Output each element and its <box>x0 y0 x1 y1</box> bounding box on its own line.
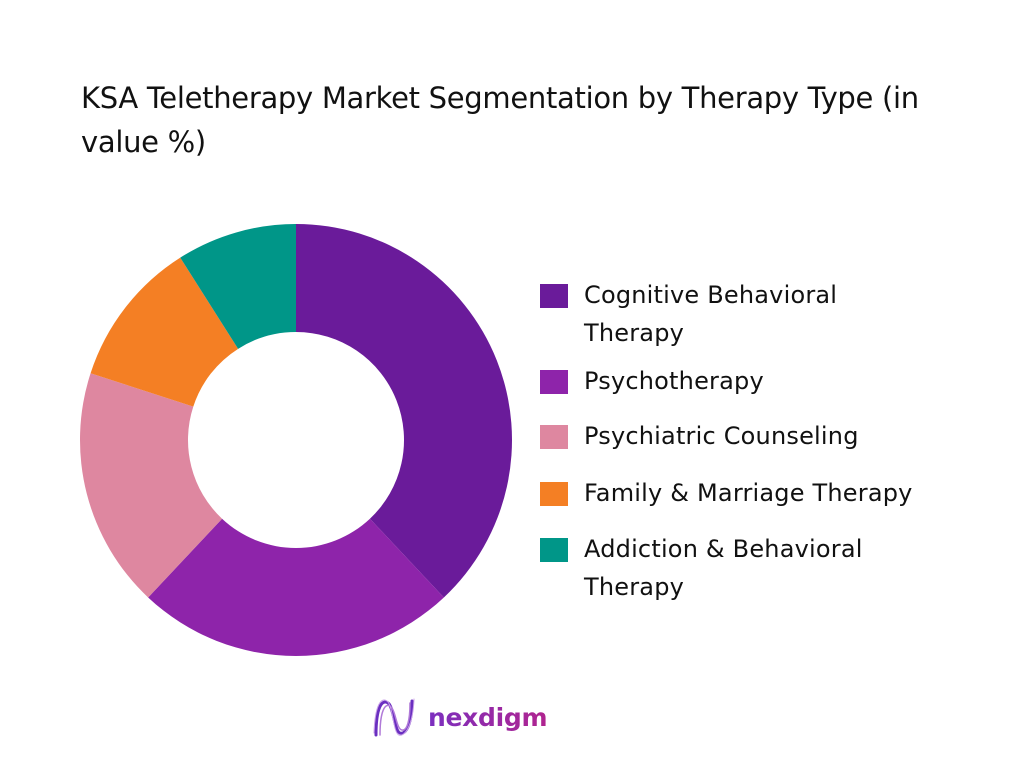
legend-item-addiction-behavioral: Addiction & Behavioral Therapy <box>540 530 914 606</box>
donut-slice-family-marriage-therapy <box>90 257 239 407</box>
legend-label: Psychotherapy <box>584 367 764 395</box>
legend-label: Psychiatric Counseling <box>584 422 859 450</box>
legend-item-psychotherapy: Psychotherapy <box>540 362 964 400</box>
legend-swatch <box>540 370 568 394</box>
legend-swatch <box>540 482 568 506</box>
donut-slice-psychiatric-counseling <box>79 373 223 598</box>
legend-item-psychiatric-counseling: Psychiatric Counseling <box>540 417 964 455</box>
legend-swatch <box>540 425 568 449</box>
legend-label: Family & Marriage Therapy <box>584 479 913 507</box>
chart-title: KSA Teletherapy Market Segmentation by T… <box>81 81 919 159</box>
brand-logo: nexdigm <box>372 697 548 737</box>
legend-swatch <box>540 538 568 562</box>
legend-swatch <box>540 284 568 308</box>
legend-label: Cognitive Behavioral Therapy <box>584 281 838 347</box>
legend-label: Addiction & Behavioral Therapy <box>584 535 863 601</box>
donut-slice-cognitive-behavioral-therapy <box>296 224 513 598</box>
wave-logo-icon <box>373 698 415 737</box>
legend-item-family-marriage: Family & Marriage Therapy <box>540 474 964 512</box>
donut-slice-addiction-behavioral-therapy <box>180 224 296 349</box>
brand-name: nexdigm <box>428 702 548 732</box>
donut-slices <box>79 224 513 656</box>
donut-slice-psychotherapy <box>148 518 444 656</box>
legend-item-cbt: Cognitive Behavioral Therapy <box>540 276 894 352</box>
